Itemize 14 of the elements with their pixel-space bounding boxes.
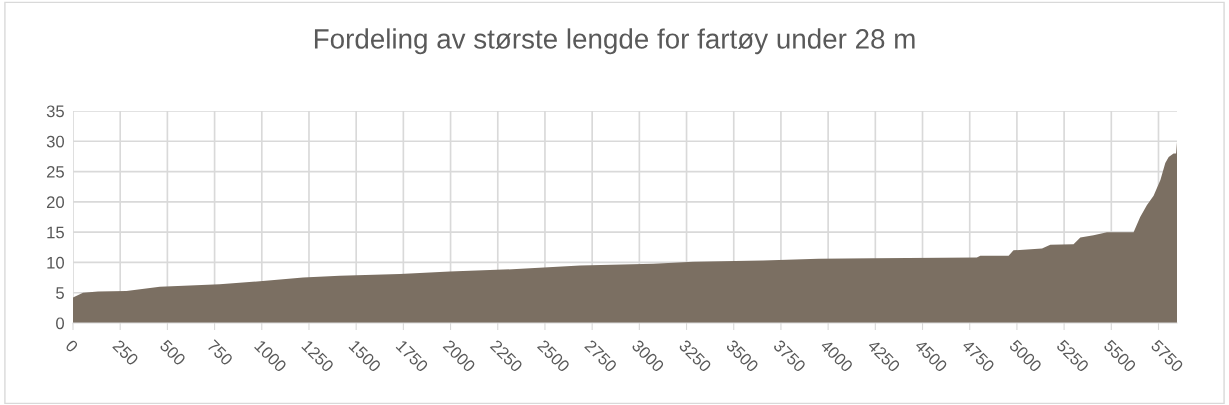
y-tick-label: 35 <box>46 105 64 118</box>
x-tick-label: 750 <box>206 339 234 367</box>
y-tick-label: 10 <box>47 256 65 269</box>
y-tick-label: 20 <box>46 196 65 209</box>
x-tick-label: 4750 <box>961 338 996 373</box>
y-tick-label: 30 <box>46 135 65 148</box>
x-tick-label: 250 <box>112 339 140 367</box>
y-tick-label: 25 <box>46 165 64 178</box>
chart-title: Fordeling av største lengde for fartøy under 28 m <box>314 28 915 55</box>
y-tick-label: 15 <box>47 226 64 239</box>
x-tick-label: 4500 <box>914 338 948 373</box>
y-tick-label: 0 <box>56 317 65 330</box>
y-tick-label: 5 <box>56 287 64 299</box>
x-tick-label: 500 <box>159 339 187 367</box>
